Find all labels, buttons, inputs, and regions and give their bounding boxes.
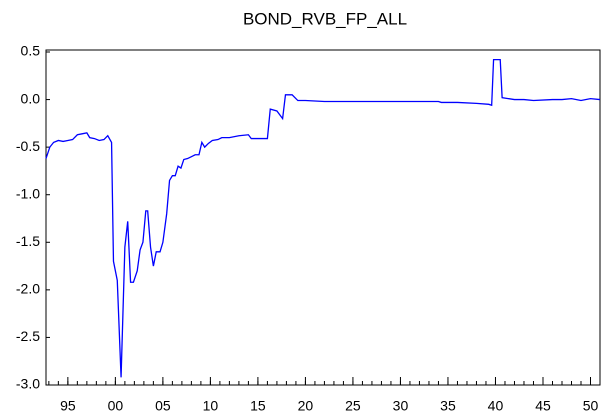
x-tick-label: 05 — [155, 398, 171, 414]
x-tick-label: 40 — [488, 398, 504, 414]
x-tick-label: 35 — [440, 398, 456, 414]
x-tick-label: 10 — [203, 398, 219, 414]
y-tick-label: -1.0 — [16, 185, 40, 201]
x-tick-label: 50 — [583, 398, 599, 414]
x-tick-label: 00 — [108, 398, 124, 414]
y-tick-label: -0.5 — [16, 138, 40, 154]
x-tick-label: 95 — [60, 398, 76, 414]
y-tick-label: 0.0 — [21, 90, 41, 106]
x-tick-label: 45 — [535, 398, 551, 414]
data-line — [45, 58, 601, 378]
x-tick-label: 25 — [345, 398, 361, 414]
y-tick-label: -2.0 — [16, 281, 40, 297]
chart-title: BOND_RVB_FP_ALL — [243, 9, 407, 28]
x-tick-label: 20 — [298, 398, 314, 414]
plot-frame — [45, 49, 601, 386]
x-tick-label: 15 — [250, 398, 266, 414]
y-tick-label: -1.5 — [16, 233, 40, 249]
y-tick-label: -2.5 — [16, 328, 40, 344]
x-tick-label: 30 — [393, 398, 409, 414]
y-tick-label: -3.0 — [16, 376, 40, 392]
y-tick-label: 0.5 — [21, 43, 41, 59]
